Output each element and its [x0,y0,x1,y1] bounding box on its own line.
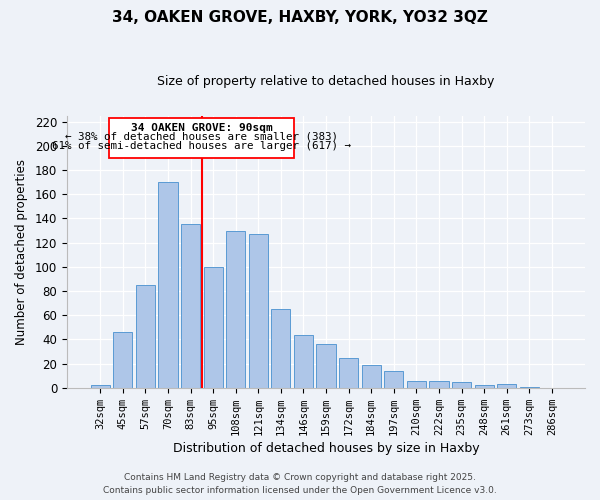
Bar [203,267,223,388]
Bar [520,386,539,388]
Bar [497,384,516,388]
Bar [113,332,133,388]
Text: 34, OAKEN GROVE, HAXBY, YORK, YO32 3QZ: 34, OAKEN GROVE, HAXBY, YORK, YO32 3QZ [112,10,488,25]
Y-axis label: Number of detached properties: Number of detached properties [15,158,28,344]
Text: 61% of semi-detached houses are larger (617) →: 61% of semi-detached houses are larger (… [52,141,352,151]
Bar [158,182,178,388]
Bar [452,382,471,388]
Text: Contains HM Land Registry data © Crown copyright and database right 2025.
Contai: Contains HM Land Registry data © Crown c… [103,474,497,495]
Bar [248,234,268,388]
Bar [271,309,290,388]
Bar [91,386,110,388]
FancyBboxPatch shape [109,118,295,158]
Bar [362,365,381,388]
Bar [294,334,313,388]
Bar [136,285,155,388]
Text: ← 38% of detached houses are smaller (383): ← 38% of detached houses are smaller (38… [65,132,338,141]
Bar [407,380,426,388]
Bar [475,386,494,388]
Bar [316,344,335,388]
Bar [430,380,449,388]
Title: Size of property relative to detached houses in Haxby: Size of property relative to detached ho… [157,75,495,88]
X-axis label: Distribution of detached houses by size in Haxby: Distribution of detached houses by size … [173,442,479,455]
Bar [181,224,200,388]
Bar [226,230,245,388]
Bar [384,371,403,388]
Bar [339,358,358,388]
Text: 34 OAKEN GROVE: 90sqm: 34 OAKEN GROVE: 90sqm [131,123,272,133]
